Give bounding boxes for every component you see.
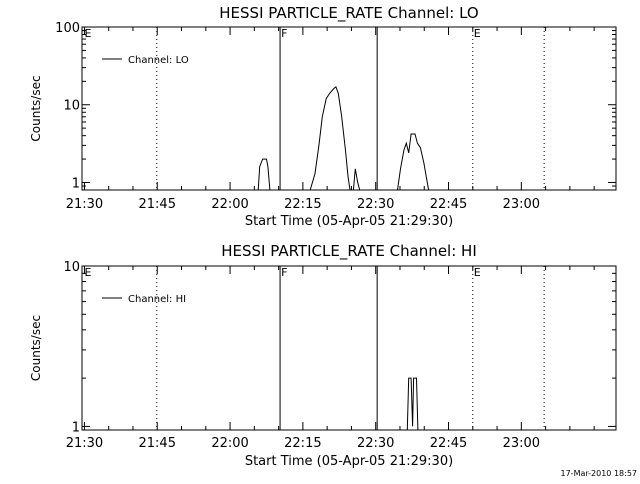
footer-timestamp: 17-Mar-2010 18:57 [561,469,638,478]
y-axis-label: Counts/sec [29,75,43,141]
x-tick-label: 22:45 [430,197,467,212]
y-tick-label: 10 [63,260,80,275]
event-marker-label: F [281,266,287,279]
event-marker-label: E [474,266,481,279]
x-axis-label: Start Time (05-Apr-05 21:29:30) [245,214,453,229]
event-marker-label: E [84,266,91,279]
event-marker-label: F [281,27,287,40]
x-tick-label: 21:30 [66,197,103,212]
plot-frame [81,26,617,191]
y-tick-label: 1 [72,176,80,191]
y-axis-label: Counts/sec [29,315,43,381]
chart-title: HESSI PARTICLE_RATE Channel: LO [219,4,478,23]
x-tick-label: 22:15 [284,197,321,212]
plot-frame [81,265,617,431]
event-marker-label: E [84,27,91,40]
x-tick-label: 21:45 [139,436,176,451]
x-tick-label: 21:30 [66,436,103,451]
chart-panel-1: HESSI PARTICLE_RATE Channel: HI 1 10 Counts… [29,242,617,469]
x-tick-label: 22:00 [211,197,248,212]
x-tick-label: 22:30 [357,197,394,212]
x-tick-label: 23:00 [503,436,540,451]
x-tick-label: 21:45 [139,197,176,212]
chart-title: HESSI PARTICLE_RATE Channel: HI [221,242,477,261]
legend-label: Channel: LO [128,55,189,66]
event-marker-label: E [474,27,481,40]
x-tick-label: 22:00 [211,436,248,451]
y-tick-label: 100 [55,21,80,36]
legend-label: Channel: HI [128,294,186,305]
series-line-0 [406,377,419,431]
x-tick-label: 22:45 [430,436,467,451]
chart-panel-0: HESSI PARTICLE_RATE Channel: LO 1 10 100 Cou… [29,4,617,229]
x-tick-label: 22:30 [357,436,394,451]
x-axis-label: Start Time (05-Apr-05 21:29:30) [245,454,453,469]
series-line-0 [257,85,430,191]
x-tick-label: 22:15 [284,436,321,451]
x-tick-label: 23:00 [503,197,540,212]
y-tick-label: 10 [63,99,80,114]
y-tick-label: 1 [72,420,80,435]
